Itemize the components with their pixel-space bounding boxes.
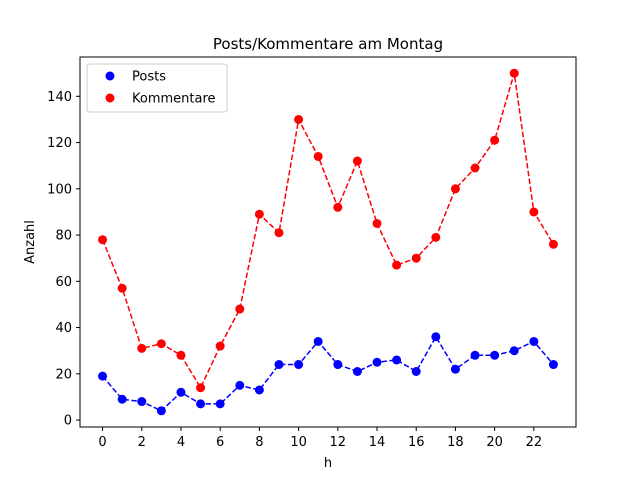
x-tick-label: 20 [486,435,503,450]
data-point-posts [117,394,127,404]
data-point-posts [450,364,460,374]
data-point-kommentare [352,156,362,166]
data-point-kommentare [98,235,108,245]
y-tick-label: 0 [64,414,72,429]
legend-frame [86,63,228,113]
data-point-kommentare [313,151,323,161]
y-axis-label: Anzahl [23,220,38,264]
x-tick-label: 12 [330,435,347,450]
data-point-kommentare [117,283,127,293]
x-tick-label: 10 [290,435,307,450]
x-ticks: 0 2 4 6 8 10 12 14 16 18 20 22 [98,427,542,450]
x-tick-label: 6 [216,435,224,450]
data-point-kommentare [431,232,441,242]
data-point-posts [333,360,343,370]
data-point-posts [470,350,480,360]
data-point-kommentare [176,350,186,360]
y-tick-label: 40 [55,321,72,336]
data-point-posts [392,355,402,365]
data-point-kommentare [196,383,206,393]
x-tick-label: 8 [255,435,263,450]
data-point-kommentare [156,339,166,349]
legend-label-kommentare: Kommentare [132,92,216,107]
data-point-kommentare [529,207,539,217]
data-point-kommentare [450,184,460,194]
y-tick-label: 140 [47,90,72,105]
data-point-kommentare [372,219,382,228]
x-tick-label: 4 [177,435,185,450]
data-point-kommentare [470,163,480,173]
data-point-kommentare [333,202,343,212]
y-tick-label: 120 [47,136,72,151]
data-point-posts [156,406,166,416]
chart-title: Posts/Kommentare am Montag [213,35,443,53]
data-point-kommentare [548,239,558,249]
x-tick-label: 22 [526,435,543,450]
data-point-posts [529,336,539,346]
x-tick-label: 16 [408,435,425,450]
data-point-posts [431,332,441,342]
data-point-kommentare [235,304,245,314]
y-tick-label: 100 [47,182,72,197]
data-point-posts [215,399,225,409]
y-tick-label: 20 [55,367,72,382]
data-point-posts [352,367,362,376]
data-point-posts [98,371,108,381]
plot-area [80,57,576,427]
data-point-posts [509,346,519,356]
x-tick-label: 18 [447,435,464,450]
data-point-posts [548,360,558,370]
data-point-posts [235,380,245,390]
legend-marker-posts [105,71,115,81]
data-point-posts [313,336,323,346]
data-point-posts [274,360,284,370]
data-point-kommentare [392,260,402,270]
data-point-posts [294,360,304,370]
legend-label-posts: Posts [132,70,166,85]
y-tick-label: 60 [55,275,72,290]
data-point-posts [176,387,186,397]
data-point-posts [254,385,264,395]
series-layer [98,68,558,416]
data-point-kommentare [490,135,500,145]
data-point-kommentare [509,68,519,78]
x-axis-label: h [324,456,332,471]
data-point-posts [411,367,421,376]
data-point-kommentare [411,253,421,263]
x-tick-label: 14 [369,435,386,450]
data-point-kommentare [254,209,264,219]
legend: Posts Kommentare [86,63,228,113]
data-point-posts [196,399,206,409]
data-point-posts [490,350,500,360]
x-tick-label: 2 [138,435,146,450]
data-point-kommentare [294,114,304,124]
legend-marker-kommentare [105,93,115,103]
data-point-posts [137,397,147,407]
data-point-kommentare [137,343,147,353]
data-point-kommentare [215,341,225,351]
x-tick-label: 0 [98,435,106,450]
y-ticks: 0 20 40 60 80 100 120 140 [47,90,80,429]
y-tick-label: 80 [55,229,72,244]
data-point-kommentare [274,228,284,238]
data-point-posts [372,357,382,367]
axes-frame [79,56,577,428]
